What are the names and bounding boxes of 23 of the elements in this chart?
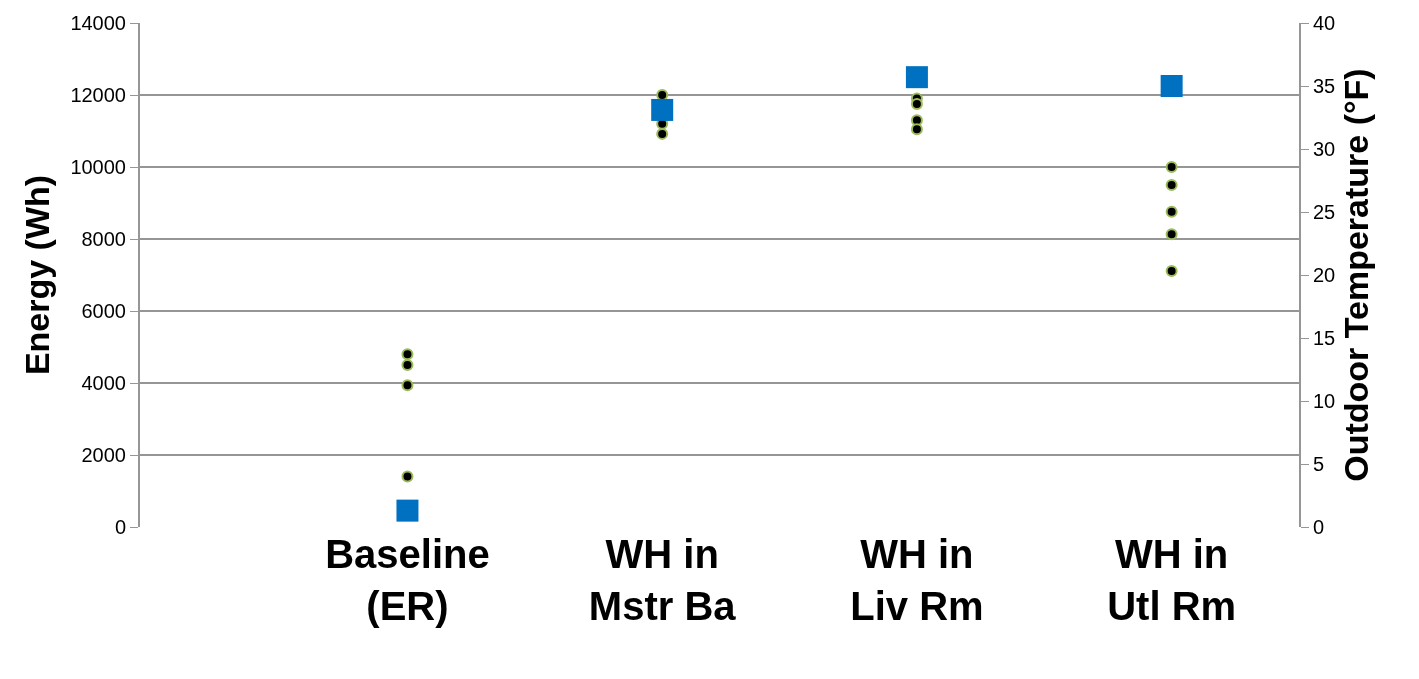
y-tick-label: 4000 — [81, 372, 126, 394]
y2-tick-label: 25 — [1313, 201, 1336, 223]
x-tick-label: WH in Utl Rm — [1107, 532, 1237, 628]
y2-tick-label: 15 — [1313, 327, 1336, 349]
x-tick-label: WH in Mstr Ba — [588, 532, 737, 628]
y-tick-label: 10000 — [70, 156, 126, 178]
y-tick-label: 8000 — [81, 228, 126, 250]
y2-tick-label: 30 — [1313, 138, 1336, 160]
y2-tick-label: 0 — [1313, 516, 1325, 538]
x-tick-label: WH in Liv Rm — [850, 532, 984, 628]
y-tick-label: 12000 — [70, 84, 126, 106]
y-tick-label: 6000 — [81, 300, 126, 322]
y-tick-label: 0 — [114, 516, 126, 538]
y-tick-label: 14000 — [70, 12, 126, 34]
y2-tick-label: 35 — [1313, 75, 1336, 97]
y-axis-title: Energy (Wh) — [18, 174, 57, 376]
y-tick-label: 2000 — [81, 444, 126, 466]
y2-tick-label: 5 — [1313, 453, 1325, 475]
y2-axis-title: Outdoor Temperature (°F) — [1337, 68, 1376, 482]
y2-tick-label: 10 — [1313, 390, 1336, 412]
y2-tick-label: 40 — [1313, 12, 1336, 34]
y2-tick-label: 20 — [1313, 264, 1336, 286]
x-tick-label: Baseline (ER) — [325, 532, 490, 628]
